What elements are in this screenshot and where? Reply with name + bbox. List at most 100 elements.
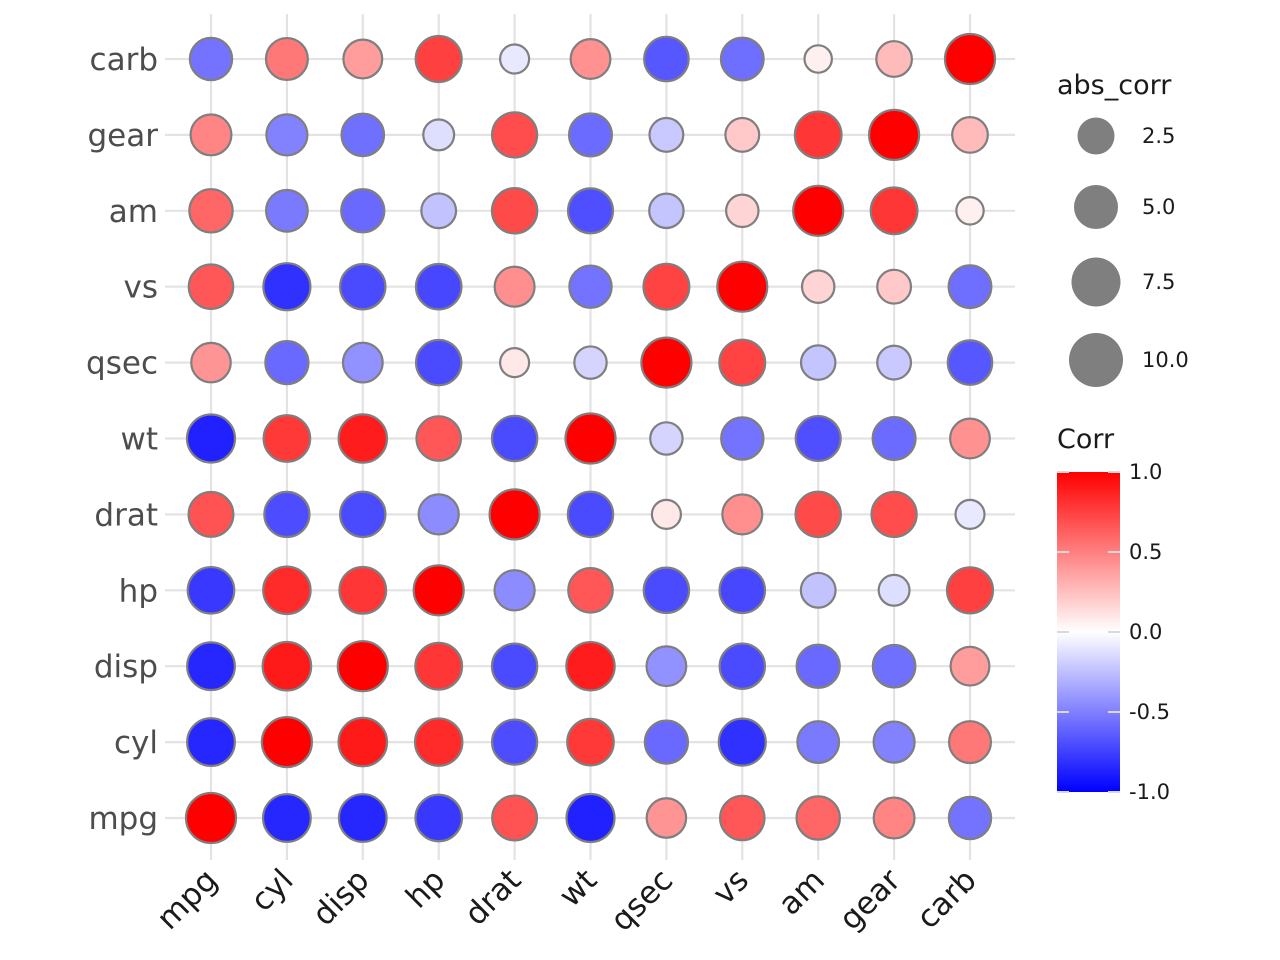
bubble-carb-cyl xyxy=(264,36,309,82)
bubble-mpg-vs xyxy=(719,794,766,842)
bubble-hp-cyl xyxy=(262,565,312,616)
colorbar-label: 0.5 xyxy=(1129,540,1162,564)
bubble-carb-disp xyxy=(342,38,384,80)
y-tick-mpg: mpg xyxy=(88,801,158,837)
bubble-cyl-qsec xyxy=(643,719,690,765)
bubble-am-disp xyxy=(340,188,386,234)
bubble-disp-hp xyxy=(414,641,464,691)
bubble-hp-mpg xyxy=(186,565,236,615)
size-key-label: 5.0 xyxy=(1142,195,1175,219)
bubble-hp-drat xyxy=(493,569,536,612)
bubble-vs-gear xyxy=(876,268,913,305)
y-tick-vs: vs xyxy=(124,270,159,306)
size-key-1 xyxy=(1074,185,1118,229)
bubble-am-cyl xyxy=(264,188,309,233)
bubble-drat-hp xyxy=(417,493,460,536)
bubble-gear-gear xyxy=(867,108,921,161)
bubble-qsec-wt xyxy=(573,345,608,380)
bubble-am-mpg xyxy=(188,188,234,234)
bubble-hp-wt xyxy=(567,567,614,614)
bubble-drat-qsec xyxy=(650,498,683,531)
bubble-gear-mpg xyxy=(189,113,233,157)
bubble-am-carb xyxy=(955,196,985,226)
bubble-drat-gear xyxy=(870,490,918,539)
x-tick-hp: hp xyxy=(399,862,452,915)
y-tick-drat: drat xyxy=(94,497,158,533)
bubble-disp-vs xyxy=(718,642,767,690)
bubble-gear-cyl xyxy=(265,113,309,157)
bubble-carb-qsec xyxy=(643,35,690,83)
bubble-cyl-gear xyxy=(872,720,916,764)
bubble-carb-vs xyxy=(719,36,765,82)
bubble-am-hp xyxy=(420,192,458,230)
bubble-drat-carb xyxy=(954,498,986,531)
bubble-cyl-cyl xyxy=(260,715,313,769)
bubble-wt-mpg xyxy=(185,413,237,464)
colorbar-label: -0.5 xyxy=(1129,700,1170,724)
bubble-carb-wt xyxy=(569,38,612,80)
bubble-qsec-am xyxy=(799,344,837,381)
bubble-mpg-wt xyxy=(565,792,616,844)
size-key-label: 10.0 xyxy=(1142,348,1189,372)
bubble-carb-gear xyxy=(875,40,913,78)
bubble-carb-drat xyxy=(498,43,531,75)
bubble-disp-cyl xyxy=(261,640,313,692)
bubble-drat-am xyxy=(794,490,842,539)
bubble-mpg-carb xyxy=(947,795,993,841)
bubble-qsec-drat xyxy=(498,347,531,379)
size-key-2 xyxy=(1071,257,1121,307)
bubble-hp-hp xyxy=(412,564,465,617)
x-tick-wt: wt xyxy=(552,862,604,914)
bubble-disp-wt xyxy=(565,640,616,692)
bubble-vs-disp xyxy=(339,262,387,311)
bubble-carb-carb xyxy=(943,32,997,86)
y-tick-qsec: qsec xyxy=(86,346,158,382)
bubble-carb-am xyxy=(803,44,833,74)
bubble-vs-hp xyxy=(414,262,463,311)
bubble-cyl-mpg xyxy=(186,717,236,768)
bubble-mpg-drat xyxy=(491,794,539,842)
y-axis-ticks: mpg cyl disp hp drat wt qsec vs am gear carb xyxy=(86,42,158,837)
fill-legend-title: Corr xyxy=(1057,424,1115,455)
bubble-mpg-qsec xyxy=(645,797,688,839)
bubble-qsec-hp xyxy=(414,338,463,387)
bubble-wt-carb xyxy=(949,417,991,460)
bubble-hp-disp xyxy=(338,565,388,615)
bubble-vs-vs xyxy=(716,260,769,313)
bubble-drat-mpg xyxy=(187,490,235,538)
bubble-mpg-disp xyxy=(337,793,388,843)
bubble-am-wt xyxy=(566,187,615,235)
bubble-wt-wt xyxy=(564,412,617,465)
bubble-am-qsec xyxy=(648,192,685,230)
bubble-qsec-cyl xyxy=(264,339,310,386)
bubble-wt-hp xyxy=(415,415,462,462)
bubble-disp-mpg xyxy=(186,641,236,692)
colorbar-label: 1.0 xyxy=(1129,460,1162,484)
bubble-mpg-gear xyxy=(872,796,916,840)
bubble-mpg-am xyxy=(795,795,841,841)
y-tick-gear: gear xyxy=(88,118,159,154)
bubble-vs-drat xyxy=(493,265,536,308)
size-legend-title: abs_corr xyxy=(1057,70,1172,101)
bubble-am-gear xyxy=(869,186,919,236)
x-tick-cyl: cyl xyxy=(244,862,301,919)
bubble-mpg-cyl xyxy=(261,793,312,843)
bubble-vs-mpg xyxy=(187,263,235,310)
bubble-mpg-hp xyxy=(414,793,464,843)
x-tick-vs: vs xyxy=(706,862,756,912)
bubble-cyl-drat xyxy=(490,718,539,766)
bubble-wt-vs xyxy=(720,416,765,461)
bubble-disp-disp xyxy=(336,640,389,693)
size-legend: abs_corr 2.5 5.0 7.5 10.0 xyxy=(1057,70,1189,387)
colorbar-label: 0.0 xyxy=(1129,620,1162,644)
y-tick-disp: disp xyxy=(94,649,158,685)
bubble-gear-carb xyxy=(951,116,989,154)
y-tick-hp: hp xyxy=(119,573,158,609)
bubble-hp-carb xyxy=(945,566,995,615)
y-tick-cyl: cyl xyxy=(114,725,158,761)
bubble-disp-qsec xyxy=(645,645,688,688)
bubble-cyl-wt xyxy=(566,717,615,767)
bubble-am-am xyxy=(792,184,845,237)
bubble-qsec-qsec xyxy=(640,336,693,389)
